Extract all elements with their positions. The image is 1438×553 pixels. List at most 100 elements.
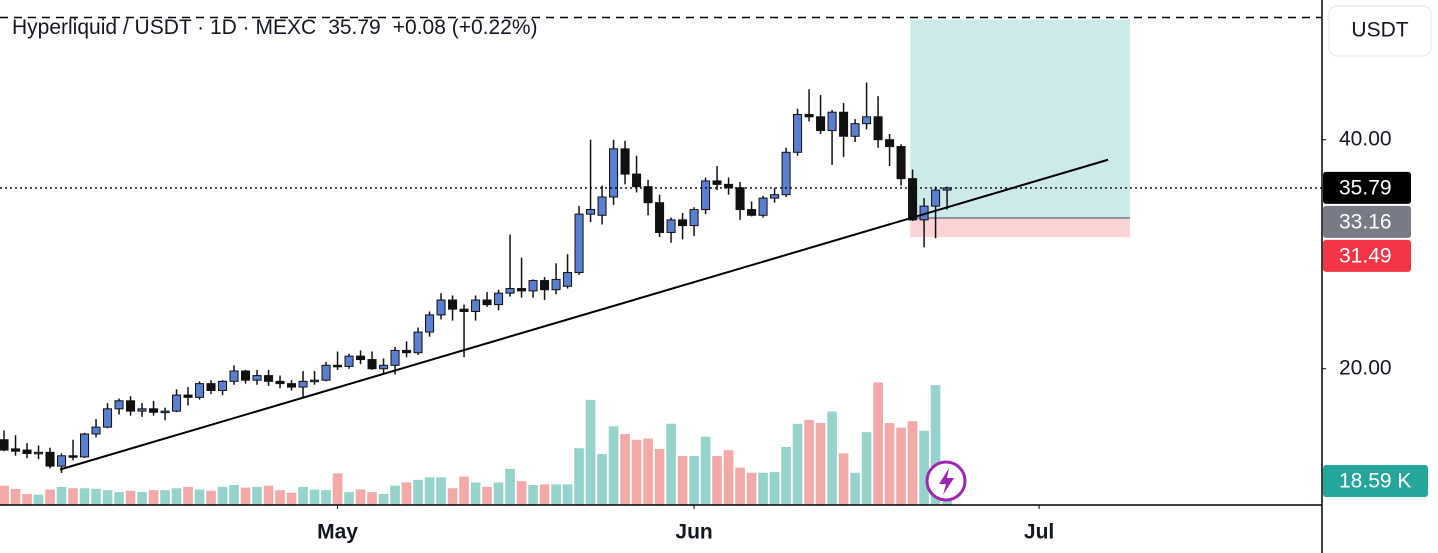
volume-bar [493,482,504,505]
candle-body [747,209,757,216]
volume-bar [470,482,481,505]
volume-bar [45,489,55,505]
candle-body [931,189,941,207]
candle-body [781,151,791,196]
candle-body [68,455,78,458]
volume-bar [194,489,205,505]
volume-bar [229,485,239,505]
volume-bar [804,419,814,505]
volume-bar [505,468,515,505]
volume-bar [700,436,711,505]
volume-bar [677,455,688,505]
candle-body [758,197,768,216]
candle-body [241,370,251,381]
candle-body [643,186,653,204]
volume-bar [919,430,929,505]
volume-bar [424,477,435,505]
volume-bar [160,490,170,505]
volume-bar [22,494,32,505]
stop-price-label: 31.49 [1339,244,1392,267]
volume-bar [528,485,538,505]
candle-body [632,173,642,188]
candle-body [620,148,630,175]
currency-button[interactable] [1328,5,1432,57]
currency-label[interactable]: USDT [1351,19,1408,42]
candle-body [839,111,849,137]
candle-body [770,194,780,199]
last-price: 35.79 [328,16,381,39]
candle-body [873,116,883,141]
candle-body [540,280,550,291]
volume-bar [574,448,584,505]
volume-bar [712,455,722,505]
stop-price-label-box [1323,239,1411,272]
volume-bar [171,488,182,505]
volume-bar [137,492,147,505]
candle-body [402,349,412,354]
candle-body [103,408,113,428]
volume-bar [792,423,803,505]
entry-price-label-box [1323,205,1411,238]
candle-body [321,364,331,381]
candle-body [333,364,343,368]
candle-body [862,116,872,125]
candle-body [275,380,285,385]
candle-body [551,278,561,291]
candle-body [850,123,860,137]
candle-body [574,213,584,274]
volume-bar [148,490,159,505]
candle-body [229,370,239,382]
volume-bar [666,423,676,505]
volume-bar [861,432,872,505]
candle-body [597,196,607,216]
volume-bar [838,453,849,505]
candle-body [11,448,21,452]
last-price-label: 35.79 [1339,176,1392,199]
candle-body [356,355,366,361]
candle-body [804,114,814,118]
candle-body [528,280,538,292]
candle-body [218,380,228,391]
volume-bar [344,492,354,505]
plot-area [0,16,1322,505]
volume-bar [10,488,21,505]
candle-body [287,383,297,388]
candle-body [160,410,170,414]
volume-bar [896,427,906,505]
candle-body [34,451,44,455]
volume-bar [620,434,630,505]
volume-bar [873,382,883,505]
candle-body [183,394,193,398]
candle-body [413,331,423,354]
volume-bar [907,421,918,505]
volume-bar [539,484,550,505]
x-tick-label: Jul [1024,521,1054,544]
volume-bar [884,423,895,505]
volume-bar [252,486,262,505]
volume-bar [482,486,492,505]
candle-body [22,449,32,454]
candle-body [666,219,676,233]
candle-body [494,292,504,306]
volume-bar [378,494,389,505]
candle-body [609,148,619,198]
candle-body [827,111,837,132]
candle-body [448,299,458,310]
candle-body [563,272,573,287]
candle-body [517,288,527,292]
candle-body [390,349,400,366]
x-tick-label: May [317,521,358,544]
volume-bar [332,473,343,505]
candle-body [206,383,216,391]
candle-body [712,180,722,185]
volume-bar [746,472,757,505]
volume-bar [827,411,837,505]
volume-bar [758,472,768,505]
y-tick-label: 20.00 [1339,356,1392,379]
lightning-icon[interactable] [939,468,954,495]
volume-bar [56,486,67,505]
volume-bar [240,487,251,505]
candle-body [908,178,918,221]
volume-bar [643,438,653,505]
